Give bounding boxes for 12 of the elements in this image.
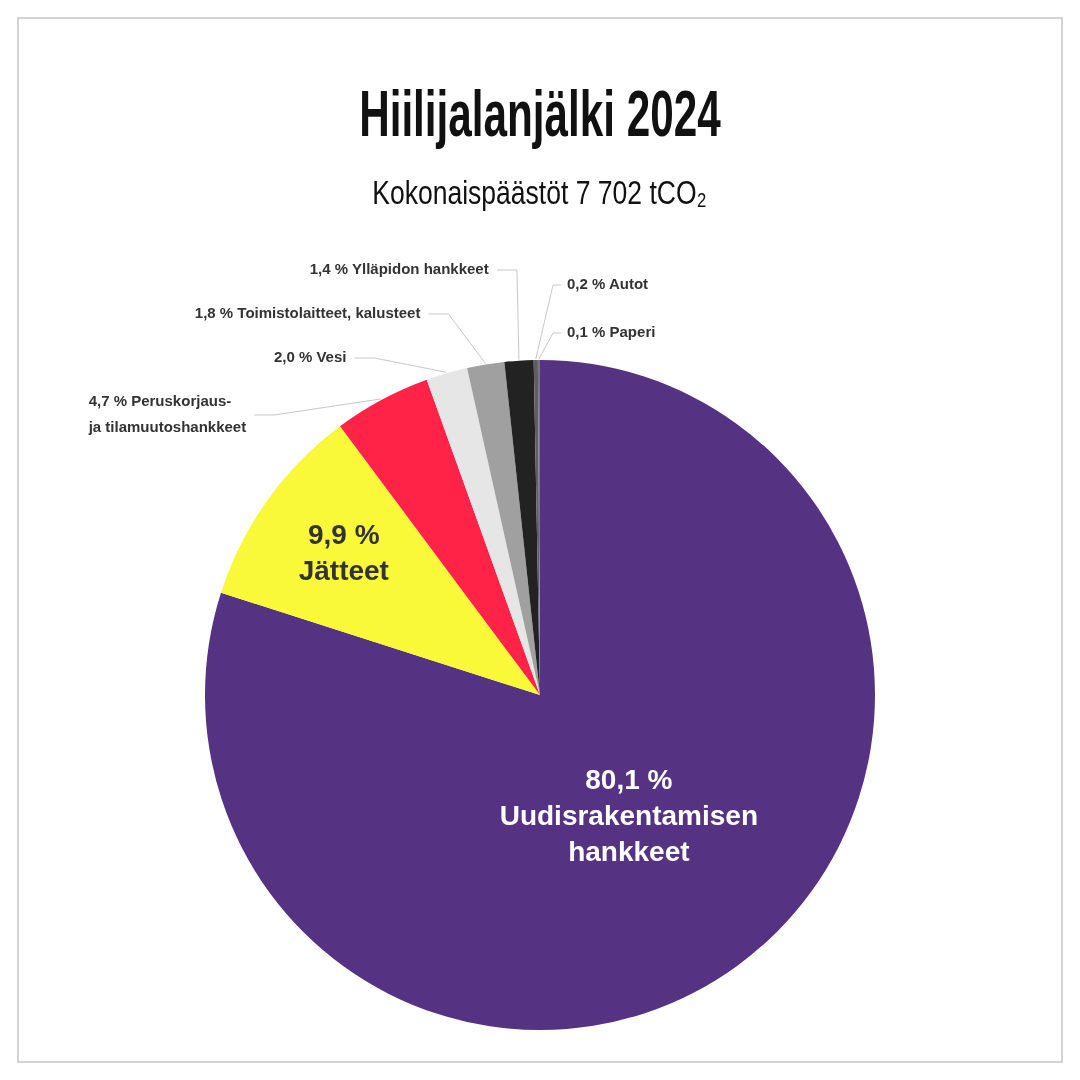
slice-label: 0,2 % Autot <box>567 275 649 293</box>
data-label: 9,9 % <box>308 519 380 551</box>
slice-label: 4,7 % Peruskorjaus- ja tilamuutoshankkeet <box>87 392 247 436</box>
slice-label: 2,0 % Vesi <box>273 348 347 366</box>
chart-subtitle: Kokonaispäästöt 7 702 tCO₂ <box>372 172 708 213</box>
chart-title: Hiilijalanjälki 2024 <box>359 77 721 152</box>
slice-label: 1,4 % Ylläpidon hankkeet <box>309 260 489 278</box>
slice-label: Uudisrakentamisen hankkeet <box>499 799 758 867</box>
slice-label: 0,1 % Paperi <box>567 323 656 341</box>
slice-label: 1,8 % Toimistolaitteet, kalusteet <box>194 304 421 322</box>
data-label: 80,1 % <box>585 763 673 795</box>
slice-label: Jätteet <box>298 555 389 587</box>
